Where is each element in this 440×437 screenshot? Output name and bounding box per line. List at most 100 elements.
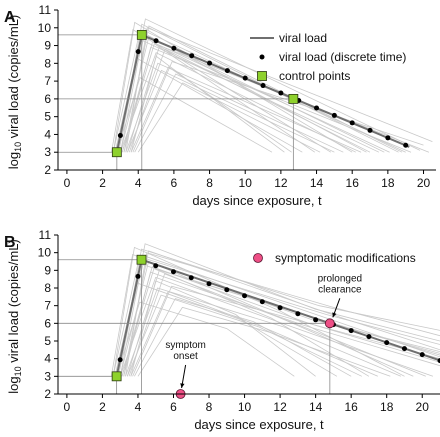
annotation-1-line-1: clearance xyxy=(318,284,362,295)
control-point-2 xyxy=(288,93,299,104)
sample-trajectory-18 xyxy=(121,43,316,153)
discrete-point-0 xyxy=(117,133,123,139)
discrete-point-4 xyxy=(189,53,195,59)
x-tick-label-3: 6 xyxy=(170,400,177,414)
discrete-point-8 xyxy=(259,299,265,305)
sample-trajectory-3 xyxy=(111,28,332,153)
y-axis-label-log: log xyxy=(6,376,21,393)
sample-trajectory-13 xyxy=(119,257,440,377)
sample-trajectory-5 xyxy=(130,66,292,153)
y-tick-label-3: 5 xyxy=(44,334,51,348)
y-axis-label-log: log xyxy=(6,152,21,169)
sample-trajectory-6 xyxy=(118,18,421,153)
y-tick-label-8: 10 xyxy=(38,21,52,35)
control-point-1 xyxy=(136,29,147,40)
x-tick-label-7: 14 xyxy=(310,176,324,190)
y-tick-label-6: 8 xyxy=(44,281,51,295)
discrete-point-9 xyxy=(278,90,284,96)
x-tick-label-9: 18 xyxy=(380,400,394,414)
discrete-point-15 xyxy=(385,135,391,141)
annotation-0-line-0: symptom xyxy=(165,340,206,351)
sample-trajectory-16 xyxy=(112,21,353,153)
y-axis-label: log10 viral load (copies/mL) xyxy=(6,239,23,394)
discrete-point-1 xyxy=(135,49,141,55)
discrete-point-6 xyxy=(224,287,230,293)
discrete-point-14 xyxy=(367,127,373,133)
discrete-point-8 xyxy=(260,83,266,89)
sample-trajectory-11 xyxy=(128,273,426,377)
y-tick-label-0: 2 xyxy=(44,387,51,401)
sample-trajectory-12 xyxy=(116,301,295,377)
discrete-point-14 xyxy=(366,334,372,340)
sample-trajectory-2 xyxy=(119,276,434,377)
sample-trajectory-16 xyxy=(112,246,405,377)
discrete-point-7 xyxy=(242,75,248,81)
discrete-point-4 xyxy=(188,275,194,281)
sample-trajectory-11 xyxy=(128,48,371,153)
y-axis-label: log10 viral load (copies/mL) xyxy=(6,15,23,170)
x-tick-label-8: 16 xyxy=(344,400,358,414)
sample-trajectory-20 xyxy=(127,69,335,153)
discrete-point-6 xyxy=(224,68,230,74)
discrete-point-10 xyxy=(295,311,301,317)
legend-label-0: symptomatic modifications xyxy=(275,251,416,265)
sample-trajectory-17 xyxy=(132,285,440,377)
x-tick-label-1: 2 xyxy=(99,400,106,414)
y-axis-label-rest: viral load (copies/mL) xyxy=(6,15,21,142)
x-tick-label-6: 12 xyxy=(274,176,288,190)
control-point-0 xyxy=(111,147,122,158)
sample-trajectory-14 xyxy=(137,82,321,153)
y-tick-label-9: 11 xyxy=(39,3,52,17)
y-tick-label-5: 7 xyxy=(44,74,51,88)
control-point-0 xyxy=(111,371,122,382)
discrete-point-1 xyxy=(135,273,141,279)
sample-trajectory-8 xyxy=(121,266,440,377)
discrete-point-5 xyxy=(207,60,213,66)
sample-trajectory-22 xyxy=(130,280,316,377)
discrete-point-16 xyxy=(403,142,409,148)
x-tick-label-3: 6 xyxy=(171,176,178,190)
sample-trajectory-21 xyxy=(119,260,440,377)
discrete-point-3 xyxy=(171,45,177,51)
sample-trajectory-10 xyxy=(125,27,433,153)
plot-area xyxy=(110,243,440,377)
discrete-point-3 xyxy=(170,269,176,275)
symptom-point-1 xyxy=(324,318,335,329)
discrete-point-17 xyxy=(419,352,425,358)
y-tick-label-4: 6 xyxy=(44,316,51,330)
discrete-point-5 xyxy=(206,281,212,287)
discrete-point-13 xyxy=(348,328,354,334)
x-tick-label-2: 4 xyxy=(135,400,142,414)
discrete-point-13 xyxy=(349,120,355,126)
legend-dot-marker xyxy=(259,54,265,60)
y-tick-label-5: 7 xyxy=(44,299,51,313)
discrete-point-16 xyxy=(401,346,407,352)
y-tick-label-6: 8 xyxy=(44,56,51,70)
discrete-point-7 xyxy=(242,293,248,299)
y-tick-label-8: 10 xyxy=(38,246,52,260)
panel-letter: A xyxy=(4,9,16,26)
y-tick-label-2: 4 xyxy=(44,127,51,141)
sample-trajectory-7 xyxy=(134,73,344,153)
y-tick-label-4: 6 xyxy=(44,92,51,106)
discrete-point-0 xyxy=(117,357,123,363)
discrete-point-2 xyxy=(153,38,159,44)
x-tick-label-10: 20 xyxy=(417,176,431,190)
x-axis-label: days since exposure, t xyxy=(192,193,322,208)
plot-area xyxy=(111,18,433,153)
x-tick-label-8: 16 xyxy=(346,176,360,190)
panel-letter: B xyxy=(4,234,16,251)
y-tick-label-2: 4 xyxy=(44,352,51,366)
x-tick-label-2: 4 xyxy=(135,176,142,190)
y-tick-label-0: 2 xyxy=(44,163,51,177)
annotation-0-line-1: onset xyxy=(173,351,198,362)
sample-trajectory-21 xyxy=(120,36,385,153)
legend-square-marker xyxy=(257,71,267,81)
x-tick-label-0: 0 xyxy=(64,400,71,414)
sample-trajectory-22 xyxy=(130,55,285,153)
y-axis-label-sub: 10 xyxy=(13,366,23,376)
y-axis-label-rest: viral load (copies/mL) xyxy=(6,239,21,366)
